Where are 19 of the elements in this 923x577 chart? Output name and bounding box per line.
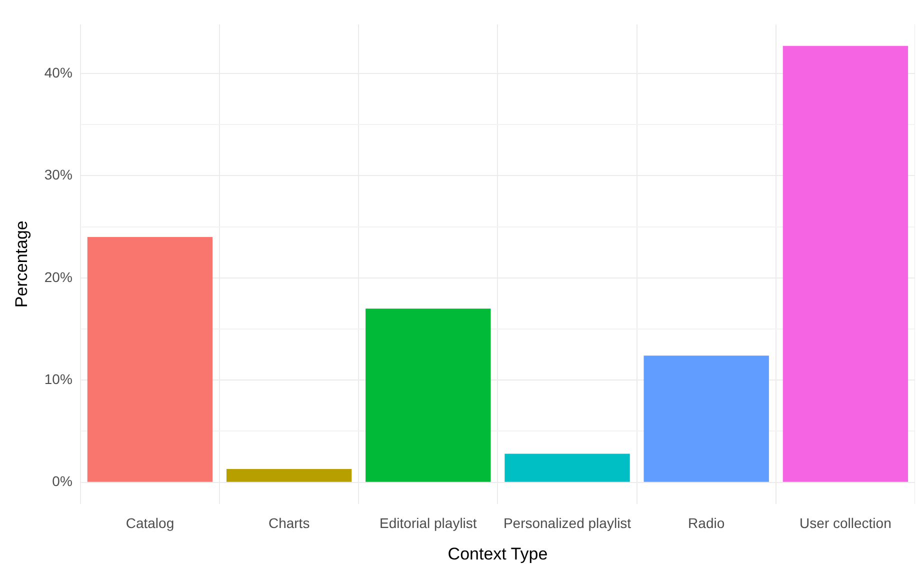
bar	[226, 469, 352, 482]
bar	[644, 356, 769, 482]
bar	[87, 237, 213, 482]
bar	[366, 308, 491, 482]
x-axis-title: Context Type	[448, 544, 548, 564]
x-tick-label: Editorial playlist	[380, 515, 477, 532]
bar	[504, 454, 630, 482]
x-tick-label: Radio	[688, 515, 725, 532]
y-tick-label: 40%	[44, 64, 72, 80]
y-tick-label: 30%	[44, 166, 72, 183]
y-tick-label: 0%	[52, 473, 72, 490]
y-tick-label: 20%	[44, 268, 72, 285]
x-tick-label: Personalized playlist	[503, 515, 632, 532]
x-tick-label: User collection	[800, 515, 892, 532]
y-tick-label: 10%	[44, 370, 72, 387]
x-tick-label: Catalog	[126, 515, 174, 532]
bar	[782, 46, 908, 482]
y-axis-title: Percentage	[12, 220, 31, 308]
x-tick-label: Charts	[268, 515, 310, 532]
